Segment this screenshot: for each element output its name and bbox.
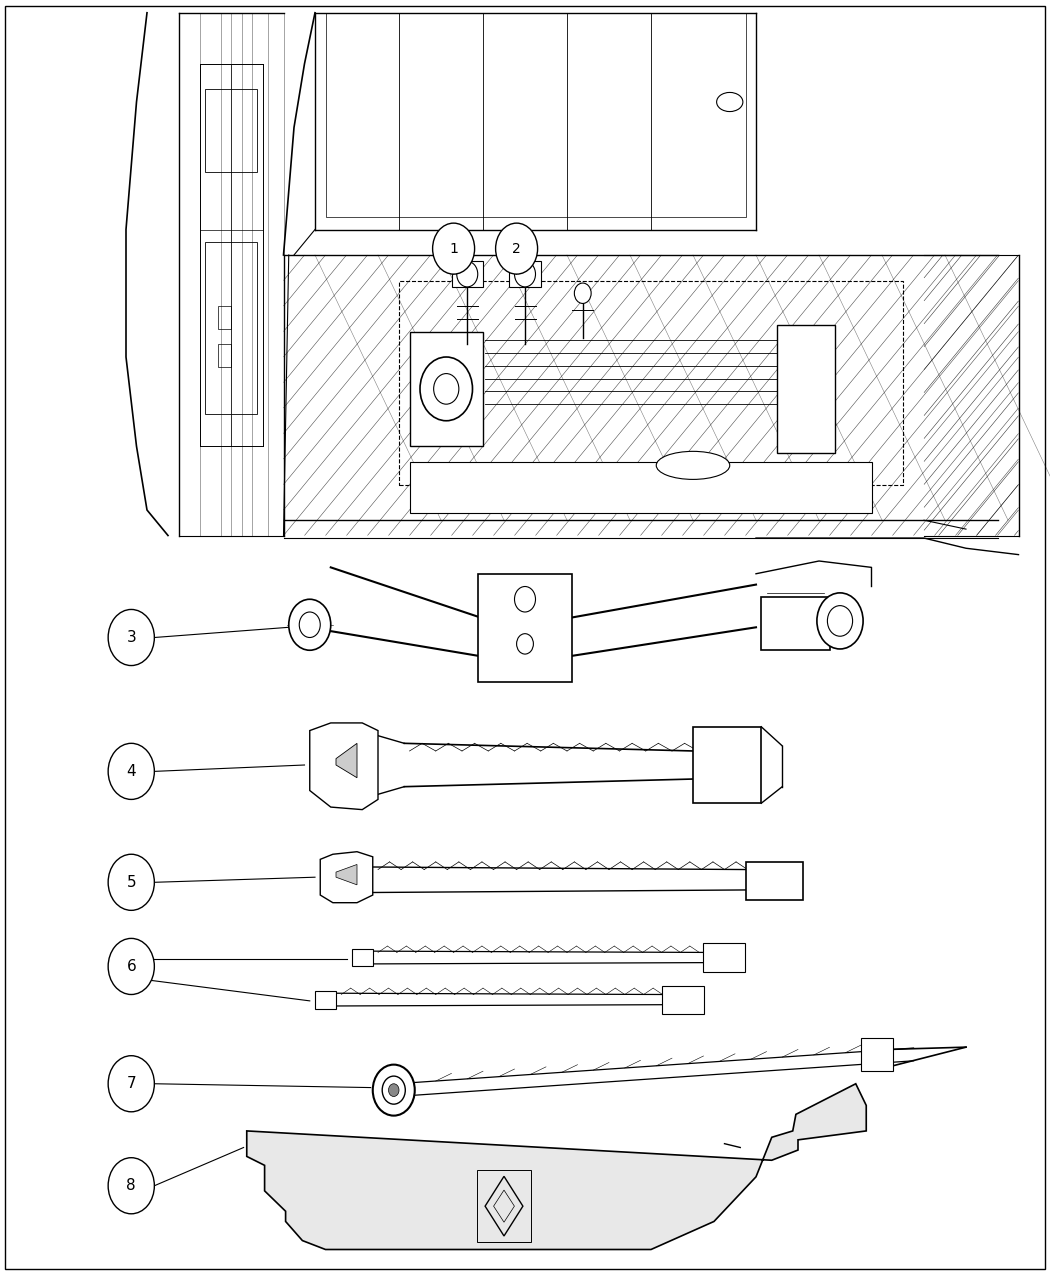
Text: 1: 1 (449, 242, 458, 255)
Text: 7: 7 (126, 1076, 136, 1091)
Circle shape (382, 1076, 405, 1104)
Bar (761, 597, 830, 650)
Text: 5: 5 (126, 875, 136, 890)
Bar (777, 325, 835, 453)
Circle shape (388, 1084, 399, 1096)
Bar (478, 574, 572, 682)
Circle shape (817, 593, 863, 649)
Bar (420, 472, 451, 510)
Circle shape (289, 599, 331, 650)
Text: 2: 2 (512, 242, 521, 255)
Bar (218, 344, 231, 367)
Bar (410, 332, 483, 446)
Bar (477, 1170, 531, 1242)
Bar (693, 727, 761, 803)
Bar (462, 478, 493, 510)
Circle shape (108, 743, 154, 799)
Bar (315, 991, 336, 1009)
Bar (662, 986, 704, 1014)
Bar (326, 13, 746, 217)
Polygon shape (310, 723, 378, 810)
Bar (218, 306, 231, 329)
Polygon shape (247, 1084, 866, 1250)
Circle shape (108, 854, 154, 910)
Polygon shape (336, 743, 357, 778)
Circle shape (108, 938, 154, 994)
Polygon shape (320, 852, 373, 903)
Circle shape (108, 1056, 154, 1112)
Bar (352, 949, 373, 966)
Bar (746, 862, 803, 900)
Text: 4: 4 (126, 764, 136, 779)
Circle shape (514, 261, 536, 287)
Bar (452, 261, 483, 287)
Ellipse shape (656, 451, 730, 479)
Bar (399, 280, 903, 484)
Circle shape (420, 357, 472, 421)
Bar (410, 462, 872, 513)
Bar (861, 1038, 892, 1071)
Text: 8: 8 (126, 1178, 136, 1193)
Circle shape (373, 1065, 415, 1116)
Bar (205, 89, 257, 172)
Bar (704, 944, 745, 972)
Polygon shape (336, 864, 357, 885)
Bar (205, 242, 257, 414)
Circle shape (457, 261, 478, 287)
Text: 3: 3 (126, 630, 136, 645)
Bar (509, 261, 541, 287)
Circle shape (108, 1158, 154, 1214)
Text: 6: 6 (126, 959, 136, 974)
Circle shape (574, 283, 591, 303)
Circle shape (433, 223, 475, 274)
Circle shape (108, 609, 154, 666)
Circle shape (496, 223, 538, 274)
